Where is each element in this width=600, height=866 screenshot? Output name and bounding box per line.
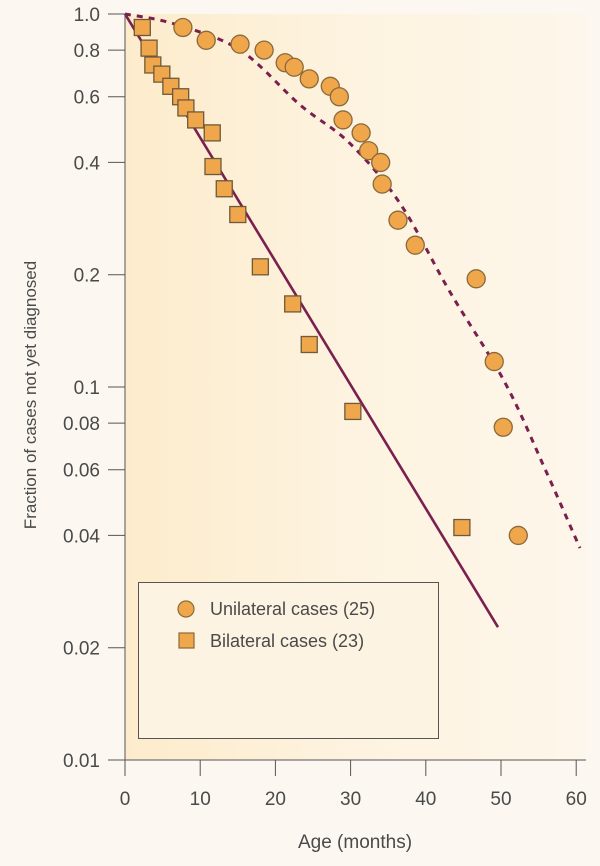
x-tick-label: 10 <box>190 789 211 810</box>
unilateral-point <box>230 34 250 54</box>
unilateral-point <box>333 110 353 130</box>
x-tick-label: 40 <box>415 789 436 810</box>
data-points <box>133 17 528 546</box>
unilateral-point <box>254 40 274 60</box>
bilateral-point <box>203 124 221 142</box>
legend-label-bilateral: Bilateral cases (23) <box>210 631 364 651</box>
unilateral-point <box>466 269 486 289</box>
y-tick-label: 0.04 <box>63 526 100 547</box>
unilateral-point <box>358 141 379 161</box>
y-tick-label: 1.0 <box>74 5 100 26</box>
y-axis-label: Fraction of cases not yet diagnosed <box>21 261 40 529</box>
bilateral-point <box>140 39 158 57</box>
x-tick-label: 0 <box>120 789 131 810</box>
unilateral-point <box>173 17 193 38</box>
unilateral-point <box>484 351 504 372</box>
y-tick-label: 0.01 <box>63 751 100 772</box>
y-tick-label: 0.8 <box>74 41 100 62</box>
unilateral-fit-line <box>124 12 582 549</box>
unilateral-point <box>493 417 513 437</box>
legend-square-marker-icon <box>178 632 195 649</box>
unilateral-point <box>371 152 391 173</box>
unilateral-point <box>405 235 425 255</box>
x-axis-ticks: 0 10 20 30 40 50 60 <box>120 760 587 810</box>
bilateral-point <box>284 295 302 313</box>
bilateral-point <box>300 335 318 354</box>
unilateral-point <box>388 210 408 230</box>
unilateral-point <box>351 123 371 143</box>
y-tick-label: 0.4 <box>74 153 101 174</box>
unilateral-point <box>372 174 392 194</box>
bilateral-point <box>229 205 247 224</box>
legend-circle-marker-icon <box>177 600 195 618</box>
y-tick-label: 0.06 <box>63 461 100 482</box>
legend: Unilateral cases (25) Bilateral cases (2… <box>138 582 439 739</box>
y-tick-label: 0.2 <box>74 266 100 287</box>
bilateral-point <box>187 111 205 129</box>
x-tick-label: 20 <box>265 789 286 810</box>
bilateral-point <box>251 258 270 276</box>
bilateral-point <box>215 180 233 198</box>
bilateral-point <box>133 18 151 37</box>
unilateral-point <box>284 57 304 77</box>
x-tick-label: 60 <box>566 789 587 810</box>
y-tick-label: 0.02 <box>63 639 100 660</box>
legend-label-unilateral: Unilateral cases (25) <box>210 599 375 619</box>
x-tick-label: 50 <box>490 789 511 810</box>
unilateral-point <box>196 30 216 50</box>
x-tick-label: 30 <box>340 789 361 810</box>
y-tick-label: 0.08 <box>63 414 100 435</box>
unilateral-point <box>329 87 349 107</box>
bilateral-point <box>344 402 362 421</box>
y-tick-label: 0.6 <box>74 88 100 109</box>
y-tick-label: 0.1 <box>74 378 100 399</box>
unilateral-point <box>508 525 528 546</box>
y-axis-ticks: 1.0 0.8 0.6 0.4 0.2 0.1 0.08 0.06 0.04 0.02 0.01 <box>63 5 125 772</box>
x-axis-label: Age (months) <box>298 832 412 853</box>
bilateral-point <box>204 157 222 176</box>
unilateral-point <box>299 69 319 89</box>
bilateral-point <box>453 518 471 537</box>
